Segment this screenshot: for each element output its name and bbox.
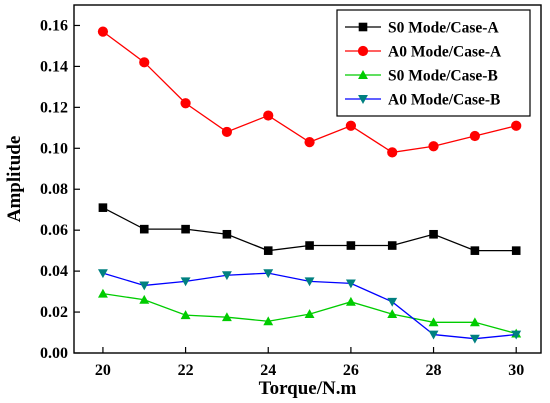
legend-label: S0 Mode/Case-A — [388, 20, 499, 37]
data-point-circle — [387, 147, 398, 158]
data-point-triangle-down — [358, 95, 368, 104]
data-point-circle — [180, 98, 191, 109]
data-point-triangle-down — [511, 330, 522, 340]
legend-item: A0 Mode/Case-B — [345, 92, 500, 109]
legend-box — [336, 9, 531, 117]
data-point-triangle-down — [469, 334, 480, 344]
x-tick-label: 28 — [426, 362, 442, 379]
series-2 — [97, 26, 522, 158]
x-tick-label: 30 — [508, 362, 524, 379]
data-point-circle — [469, 130, 480, 142]
x-axis-title: Torque/N.m — [259, 378, 357, 399]
legend-label: A0 Mode/Case-A — [388, 44, 502, 61]
legend-label: A0 Mode/Case-B — [388, 92, 500, 109]
data-point-triangle-down — [428, 330, 439, 340]
data-point-triangle-down — [304, 277, 315, 287]
y-tick-label: 0.08 — [40, 181, 68, 198]
data-point-square — [305, 241, 314, 250]
data-point-triangle-down — [263, 269, 274, 279]
legend: S0 Mode/Case-A A0 Mode/Case-A S0 Mode/Case… — [336, 9, 531, 117]
data-point-triangle-down — [387, 297, 398, 307]
x-tick-label: 22 — [178, 362, 194, 379]
data-point-circle — [139, 57, 150, 68]
data-point-triangle-down — [139, 281, 150, 291]
y-tick-label: 0.06 — [40, 222, 68, 239]
data-point-square — [511, 246, 521, 255]
data-point-circle — [357, 45, 369, 57]
data-point-circle — [345, 120, 356, 131]
data-point-triangle-up — [345, 296, 356, 306]
plot-frame — [73, 4, 542, 354]
data-point-circle — [263, 110, 274, 121]
data-point-square — [181, 224, 190, 234]
y-tick-label: 0.14 — [40, 58, 68, 75]
data-point-square — [222, 229, 232, 239]
data-point-square — [470, 246, 480, 255]
series-4 — [97, 269, 522, 344]
data-point-triangle-up — [469, 317, 480, 327]
data-point-triangle-up — [97, 288, 108, 298]
data-point-triangle-up — [387, 309, 398, 319]
legend-item: A0 Mode/Case-A — [345, 44, 502, 61]
x-tick-label: 20 — [95, 362, 111, 379]
data-point-square — [358, 22, 368, 32]
data-point-circle — [511, 120, 522, 131]
x-tick-label: 24 — [260, 362, 276, 379]
series-3 — [97, 288, 522, 338]
y-tick-label: 0.02 — [40, 304, 68, 321]
y-tick-label: 0.04 — [40, 263, 68, 280]
data-point-triangle-down — [180, 277, 191, 287]
data-point-triangle-up — [304, 309, 315, 319]
plot-marks — [97, 26, 522, 344]
data-point-triangle-up — [180, 310, 191, 320]
data-point-circle — [428, 141, 439, 152]
data-point-circle — [304, 137, 315, 148]
x-tick-label: 26 — [343, 362, 359, 379]
data-point-square — [346, 241, 356, 250]
data-point-triangle-up — [139, 294, 150, 304]
data-point-triangle-up — [358, 70, 368, 79]
y-axis-title: Amplitude — [4, 136, 25, 223]
data-point-square — [429, 229, 438, 239]
y-tick-label: 0.10 — [40, 140, 68, 157]
y-tick-label: 0.12 — [40, 99, 68, 116]
data-point-triangle-up — [263, 316, 274, 326]
data-point-square — [139, 224, 149, 234]
data-point-triangle-down — [221, 271, 232, 281]
data-point-square — [387, 241, 397, 250]
data-point-triangle-down — [97, 269, 108, 279]
axis-ticks: 20 22 24 26 28 30 0.00 0.02 0.04 0.06 0.08 0.10 0.12… — [40, 17, 524, 379]
y-tick-label: 0.16 — [40, 17, 68, 34]
y-tick-label: 0.00 — [40, 345, 68, 362]
legend-item: S0 Mode/Case-B — [345, 68, 498, 85]
series-1 — [98, 203, 521, 255]
data-point-triangle-up — [428, 317, 439, 327]
data-point-circle — [97, 26, 109, 37]
data-point-triangle-up — [221, 312, 232, 322]
legend-label: S0 Mode/Case-B — [388, 68, 498, 85]
legend-item: S0 Mode/Case-A — [345, 20, 499, 37]
data-point-circle — [221, 126, 233, 138]
data-point-square — [98, 203, 108, 212]
data-point-square — [263, 246, 273, 255]
data-point-triangle-down — [345, 279, 356, 289]
